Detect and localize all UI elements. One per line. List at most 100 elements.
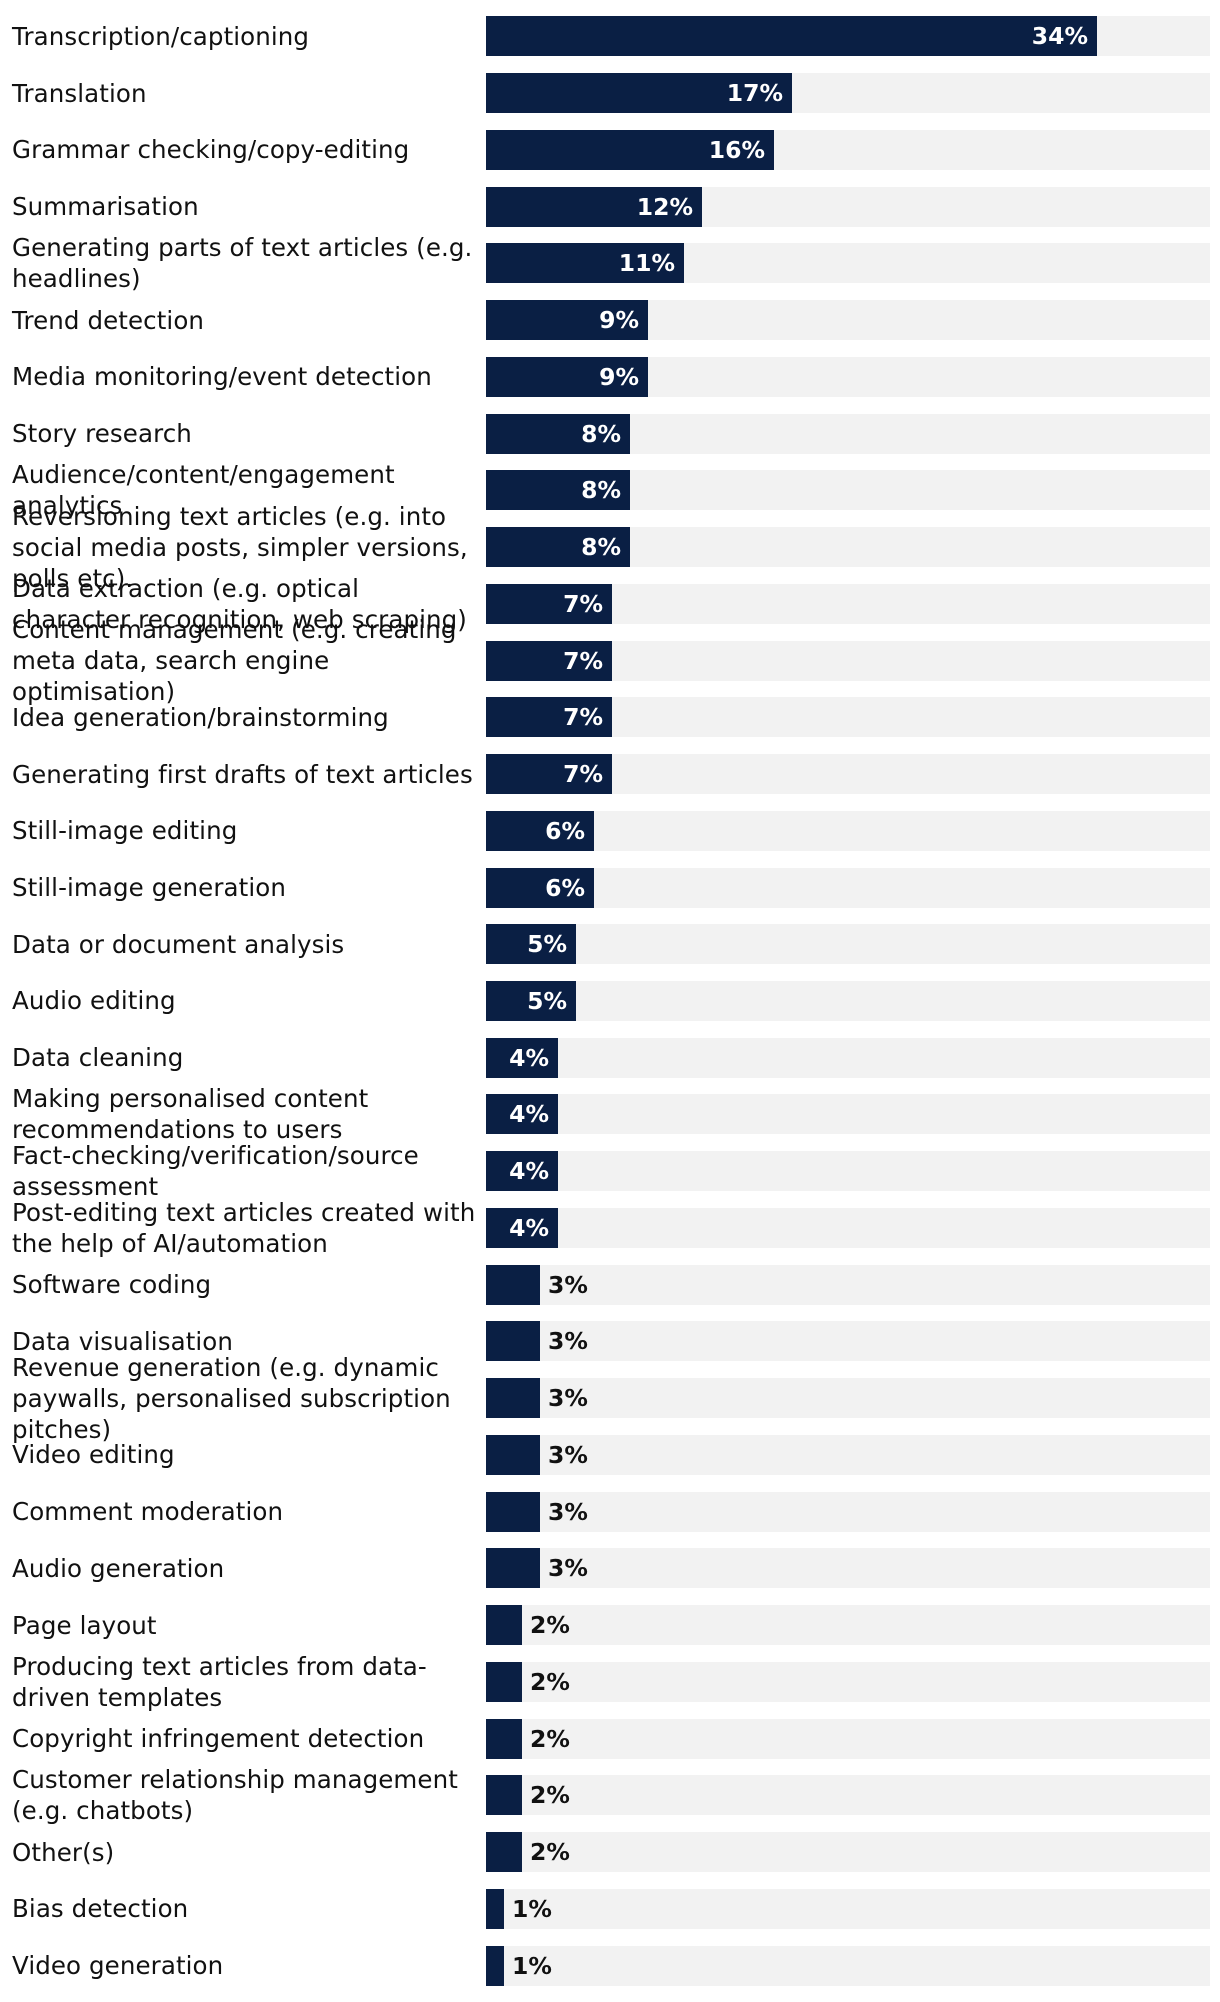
bar: [486, 73, 792, 114]
bar: [486, 1264, 540, 1305]
value-label: 8%: [581, 419, 621, 448]
value-label: 4%: [509, 1100, 549, 1129]
bar-track: 5%: [486, 924, 1210, 965]
bar-track: 6%: [486, 810, 1210, 851]
bar-row: Making personalised content recommendati…: [0, 1084, 1220, 1144]
category-label: Generating first drafts of text articles: [12, 759, 473, 789]
bar-track: 12%: [486, 186, 1210, 227]
bar: [486, 1037, 558, 1078]
bar: [486, 697, 612, 738]
bar-track: 1%: [486, 1945, 1210, 1986]
bar-row: Still-image editing 6%: [0, 802, 1220, 859]
bar: [486, 810, 594, 851]
bar-row: Data visualisation 3%: [0, 1313, 1220, 1370]
bar-track: 8%: [486, 413, 1210, 454]
category-label: Generating parts of text articles (e.g. …: [12, 233, 473, 294]
bar-track: 3%: [486, 1548, 1210, 1589]
bar: [486, 1151, 558, 1192]
category-label: Bias detection: [12, 1894, 189, 1924]
bar-row: Video generation 1%: [0, 1937, 1220, 1994]
category-label: Data extraction (e.g. optical character …: [12, 573, 467, 634]
value-label: 2%: [530, 1667, 570, 1696]
bar-track: 9%: [486, 356, 1210, 397]
bar: [486, 1207, 558, 1248]
bar: [486, 1378, 540, 1419]
bar-track: 7%: [486, 583, 1210, 624]
bar-track: 5%: [486, 980, 1210, 1021]
category-label: Story research: [12, 419, 192, 449]
value-label: 16%: [708, 135, 765, 164]
category-label: Translation: [12, 78, 147, 108]
value-label: 6%: [545, 873, 585, 902]
bar-track: 3%: [486, 1264, 1210, 1305]
value-label: 3%: [548, 1384, 588, 1413]
bar-track: 4%: [486, 1151, 1210, 1192]
bar-row: Audio generation 3%: [0, 1540, 1220, 1597]
bar: [486, 1888, 504, 1929]
value-label: 12%: [636, 192, 693, 221]
bar-row: Idea generation/brainstorming 7%: [0, 689, 1220, 746]
value-label: 8%: [581, 533, 621, 562]
bar-row: Other(s) 2%: [0, 1824, 1220, 1881]
bar-row: Post-editing text articles created with …: [0, 1198, 1220, 1258]
category-label: Audio generation: [12, 1553, 225, 1583]
bar-row: Page layout 2%: [0, 1597, 1220, 1654]
category-label: Summarisation: [12, 192, 199, 222]
bar-track: 3%: [486, 1434, 1210, 1475]
bar-track: 2%: [486, 1605, 1210, 1646]
bar-track: 6%: [486, 867, 1210, 908]
bar-row: Media monitoring/event detection 9%: [0, 348, 1220, 405]
category-label: Video generation: [12, 1951, 224, 1981]
category-label: Customer relationship management (e.g. c…: [12, 1765, 458, 1826]
value-label: 11%: [618, 249, 675, 278]
category-label: Producing text articles from data-driven…: [12, 1651, 427, 1712]
bar-track: 4%: [486, 1037, 1210, 1078]
value-label: 2%: [530, 1611, 570, 1640]
category-label: Still-image generation: [12, 873, 286, 902]
value-label: 2%: [530, 1781, 570, 1810]
bar: [486, 1491, 540, 1532]
bar-track: 7%: [486, 640, 1210, 681]
bar: [486, 1661, 522, 1702]
category-label: Content management (e.g. creating meta d…: [12, 615, 457, 707]
bar: [486, 754, 612, 795]
bar-track: 2%: [486, 1718, 1210, 1759]
category-label: Data visualisation: [12, 1326, 234, 1356]
bar-row: Bias detection 1%: [0, 1881, 1220, 1938]
bar-track: 3%: [486, 1321, 1210, 1362]
category-label: Fact-checking/verification/source assess…: [12, 1141, 419, 1202]
bar-row: Audience/content/engagement analytics 8%: [0, 460, 1220, 520]
bar-row: Content management (e.g. creating meta d…: [0, 615, 1220, 707]
value-label: 34%: [1031, 22, 1088, 51]
value-label: 5%: [527, 930, 567, 959]
bar: [486, 129, 774, 170]
bar-track: 1%: [486, 1888, 1210, 1929]
bar-track: 2%: [486, 1775, 1210, 1816]
category-label: Trend detection: [12, 305, 205, 335]
value-label: 8%: [581, 476, 621, 505]
bar-row: Reversioning text articles (e.g. into so…: [0, 502, 1220, 593]
bar-row: Transcription/captioning 34%: [0, 8, 1220, 65]
value-label: 6%: [545, 816, 585, 845]
value-label: 1%: [512, 1951, 552, 1980]
category-label: Data cleaning: [12, 1043, 184, 1073]
bar: [486, 980, 576, 1021]
bar: [486, 1718, 522, 1759]
bar-track: 11%: [486, 243, 1210, 284]
bar: [486, 1548, 540, 1589]
bar-row: Summarisation 12%: [0, 178, 1220, 235]
bar: [486, 1832, 522, 1873]
bar-track: 7%: [486, 754, 1210, 795]
category-label: Page layout: [12, 1610, 157, 1640]
bar-track: 4%: [486, 1094, 1210, 1135]
bar-row: Still-image generation 6%: [0, 859, 1220, 916]
bar-track: 8%: [486, 470, 1210, 511]
bar: [486, 867, 594, 908]
bar-row: Translation 17%: [0, 65, 1220, 122]
value-label: 4%: [509, 1213, 549, 1242]
value-label: 9%: [599, 362, 639, 391]
bar: [486, 924, 576, 965]
bar-track: 9%: [486, 300, 1210, 341]
bar-row: Data extraction (e.g. optical character …: [0, 573, 1220, 634]
bar: [486, 1321, 540, 1362]
